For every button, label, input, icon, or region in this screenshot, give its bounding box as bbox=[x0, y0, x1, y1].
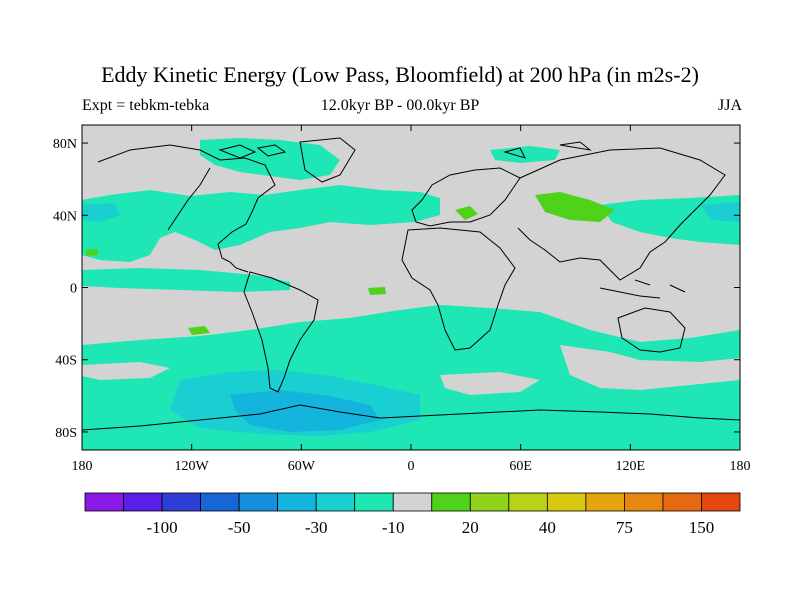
lat-tick-label: 0 bbox=[70, 282, 77, 297]
anomaly-regions bbox=[82, 138, 740, 450]
africa-coast bbox=[401, 227, 516, 351]
map-title: Eddy Kinetic Energy (Low Pass, Bloomfiel… bbox=[101, 62, 699, 87]
coastlines bbox=[82, 137, 740, 431]
colorbar-swatch bbox=[546, 492, 587, 512]
colorbar-swatch bbox=[277, 492, 317, 512]
lat-tick-label: 80N bbox=[53, 137, 77, 152]
gap-south-atlantic bbox=[440, 372, 540, 395]
colorbar-label: -10 bbox=[382, 518, 405, 537]
colorbar-label: 40 bbox=[539, 518, 556, 537]
strong-negative-shading bbox=[230, 390, 380, 432]
lon-tick-label: 60E bbox=[509, 459, 532, 474]
europe-green bbox=[455, 206, 478, 220]
colorbar-label: 150 bbox=[689, 518, 715, 537]
colorbar-swatch bbox=[469, 492, 510, 512]
colorbar-label: 20 bbox=[462, 518, 479, 537]
neutral-gaps bbox=[82, 345, 740, 395]
colorbar-swatch bbox=[84, 492, 124, 512]
lon-tick-label: 60W bbox=[288, 459, 316, 474]
australia-coast bbox=[617, 307, 686, 353]
colorbar-swatch bbox=[701, 492, 741, 512]
colorbar-label: 75 bbox=[616, 518, 633, 537]
lon-tick-label: 120E bbox=[616, 459, 646, 474]
gap-indian-ocean bbox=[560, 345, 740, 390]
colorbar-swatch bbox=[392, 492, 433, 512]
arctic-europe-region bbox=[490, 146, 560, 163]
lat-tick-label: 80S bbox=[55, 426, 77, 441]
lat-tick-label: 40S bbox=[55, 354, 77, 369]
colorbar-label: -50 bbox=[228, 518, 251, 537]
period-label: 12.0kyr BP - 00.0kyr BP bbox=[320, 97, 480, 114]
indonesia-coast bbox=[599, 279, 686, 299]
greenland-coast bbox=[299, 137, 356, 183]
longitude-axis: 180 120W 60W 0 60E 120E 180 bbox=[72, 125, 751, 474]
north-america-coast bbox=[97, 144, 276, 273]
colorbar-swatch bbox=[123, 492, 163, 512]
season-label: JJA bbox=[717, 97, 742, 114]
experiment-label: Expt = tebkm-tebka bbox=[82, 97, 210, 114]
tropical-pacific-green bbox=[86, 249, 98, 256]
central-asia-green bbox=[535, 192, 615, 222]
colorbar: -100 -50 -30 -10 20 40 75 150 bbox=[84, 492, 741, 537]
tropical-pacific-band bbox=[82, 268, 290, 292]
lon-tick-label: 120W bbox=[175, 459, 210, 474]
lat-tick-label: 40N bbox=[53, 209, 77, 224]
colorbar-swatch bbox=[508, 492, 548, 512]
lon-tick-label: 0 bbox=[408, 459, 415, 474]
lon-tick-label: 180 bbox=[72, 459, 93, 474]
north-pacific-blue bbox=[700, 202, 740, 222]
lon-tick-label: 180 bbox=[730, 459, 751, 474]
pacific-south-green bbox=[188, 326, 210, 335]
antarctica-coast bbox=[82, 404, 740, 431]
africa-equator-green bbox=[368, 287, 386, 295]
latitude-axis: 80N 40N 0 40S 80S bbox=[53, 137, 740, 441]
colorbar-swatch bbox=[238, 492, 279, 512]
colorbar-swatch bbox=[354, 492, 394, 512]
asia-coast bbox=[517, 147, 726, 281]
colorbar-label: -100 bbox=[146, 518, 177, 537]
colorbar-swatch bbox=[161, 492, 201, 512]
arctic-islands-coast bbox=[218, 141, 592, 159]
colorbar-swatch bbox=[431, 492, 471, 512]
gap-south-pacific bbox=[82, 362, 170, 380]
colorbar-swatch bbox=[200, 492, 240, 512]
antarctic-blue-core bbox=[230, 390, 380, 432]
colorbar-swatch bbox=[624, 492, 664, 512]
west-atlantic-blue bbox=[82, 203, 120, 222]
south-atlantic-region bbox=[330, 312, 470, 365]
colorbar-swatch bbox=[585, 492, 625, 512]
colorbar-swatch bbox=[315, 492, 356, 512]
north-atlantic-region bbox=[82, 185, 440, 262]
colorbar-label: -30 bbox=[305, 518, 328, 537]
positive-anomaly-shading bbox=[86, 192, 615, 335]
europe-coast bbox=[411, 167, 521, 227]
south-america-coast bbox=[243, 271, 319, 393]
colorbar-swatch bbox=[662, 492, 702, 512]
